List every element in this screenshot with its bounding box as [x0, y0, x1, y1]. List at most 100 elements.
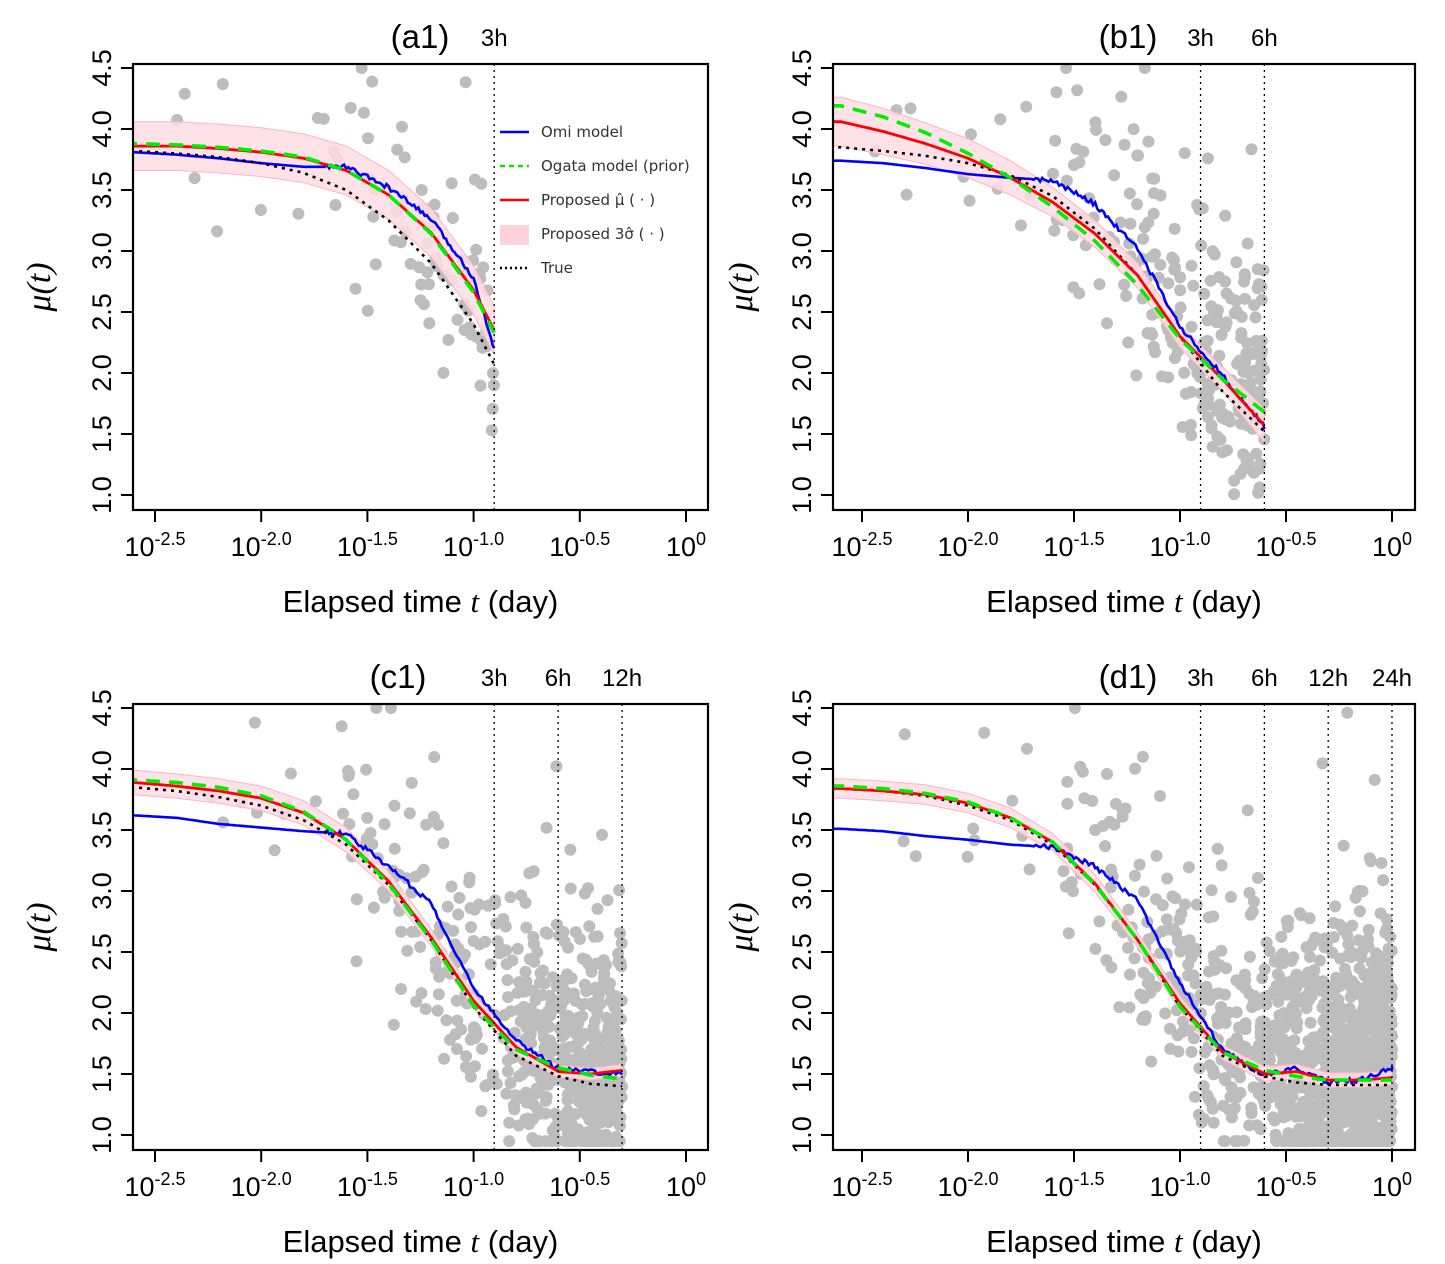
legend-label: Ogata model (prior) [541, 157, 690, 175]
data-point [961, 850, 974, 863]
x-tick-label: 10-1.5 [1043, 529, 1104, 562]
data-point [1146, 250, 1159, 263]
data-point [1187, 1032, 1200, 1045]
data-point [1147, 207, 1160, 220]
data-point [395, 983, 407, 995]
data-point [1254, 1026, 1267, 1039]
data-point [578, 978, 591, 991]
data-point [1297, 1135, 1309, 1148]
data-point [1353, 1108, 1366, 1121]
data-point [567, 987, 580, 1000]
data-point [1275, 1047, 1288, 1059]
data-point [491, 935, 504, 948]
x-tick-label: 10-1.5 [1043, 1169, 1104, 1202]
data-point [1185, 320, 1198, 333]
data-point [1337, 1135, 1350, 1148]
data-point [428, 751, 441, 763]
data-point [1320, 1135, 1332, 1148]
data-point [552, 1111, 564, 1124]
y-tick-label: 3.0 [787, 232, 817, 270]
data-point [1224, 415, 1237, 428]
data-point [451, 1043, 463, 1055]
x-tick-label: 10-2.5 [124, 529, 185, 562]
data-point [1136, 750, 1149, 763]
data-point [446, 212, 459, 224]
data-point [1290, 1110, 1302, 1123]
data-point [577, 1129, 590, 1142]
data-point [590, 985, 603, 998]
data-point [388, 799, 401, 812]
data-point [1316, 1091, 1329, 1104]
data-point [367, 210, 380, 223]
data-point [415, 184, 428, 196]
data-point [1014, 219, 1027, 232]
legend-item: Ogata model (prior) [500, 157, 690, 175]
data-point [1193, 370, 1206, 383]
data-point [1338, 1107, 1351, 1119]
data-point [1123, 968, 1136, 981]
data-point [1198, 336, 1211, 349]
data-point [1352, 934, 1365, 947]
data-point [391, 143, 404, 156]
data-point [292, 207, 305, 220]
data-point [529, 1019, 542, 1032]
data-point [593, 1054, 606, 1067]
data-point [1235, 331, 1248, 344]
data-point [414, 940, 427, 953]
data-point [521, 1112, 534, 1125]
data-point [526, 984, 539, 997]
data-point [437, 837, 450, 850]
data-point [1174, 284, 1187, 297]
data-point [1160, 913, 1173, 926]
data-point [1357, 1007, 1370, 1020]
data-point [904, 102, 917, 115]
data-point [1316, 757, 1329, 770]
data-point [1379, 971, 1392, 984]
data-point [216, 78, 229, 91]
data-point [1274, 1098, 1287, 1111]
time-marker-label: 3h [481, 665, 508, 692]
data-point [1162, 277, 1175, 290]
data-point [1336, 1086, 1349, 1099]
data-point [1208, 248, 1221, 261]
data-point [1173, 913, 1186, 926]
data-point [607, 1021, 620, 1034]
data-point [578, 887, 591, 900]
data-point [1331, 1053, 1344, 1066]
data-point [1215, 944, 1228, 957]
data-point [1178, 366, 1191, 379]
data-point [484, 958, 497, 971]
y-tick-label: 3.5 [787, 811, 817, 849]
data-point [540, 1091, 553, 1103]
data-point [1245, 1101, 1258, 1114]
data-point [335, 720, 348, 733]
data-point [613, 884, 626, 897]
data-point [1247, 466, 1260, 479]
data-point [1182, 861, 1195, 874]
data-point [1271, 968, 1284, 981]
data-point [1216, 446, 1229, 459]
data-point [1342, 938, 1355, 951]
omi-model-line [133, 150, 496, 349]
data-point [527, 1099, 540, 1111]
data-point [1385, 1105, 1398, 1118]
data-point [1337, 1008, 1350, 1021]
data-point [1217, 407, 1230, 420]
data-point [420, 818, 433, 831]
data-point [1376, 996, 1389, 1009]
y-tick-label: 4.5 [87, 689, 117, 727]
data-point [401, 944, 414, 957]
data-point [388, 234, 401, 247]
data-point [1049, 134, 1062, 147]
legend-swatch-band [500, 225, 529, 245]
data-point [591, 930, 604, 943]
data-point [909, 850, 922, 863]
data-point [1137, 232, 1150, 245]
data-point [1225, 1081, 1238, 1094]
y-tick-label: 1.0 [87, 476, 117, 514]
data-point [1246, 347, 1259, 360]
data-point [1228, 1102, 1241, 1115]
legend-item: Omi model [500, 123, 623, 141]
ogata-model-line [133, 778, 623, 1081]
data-point [1206, 1102, 1219, 1115]
